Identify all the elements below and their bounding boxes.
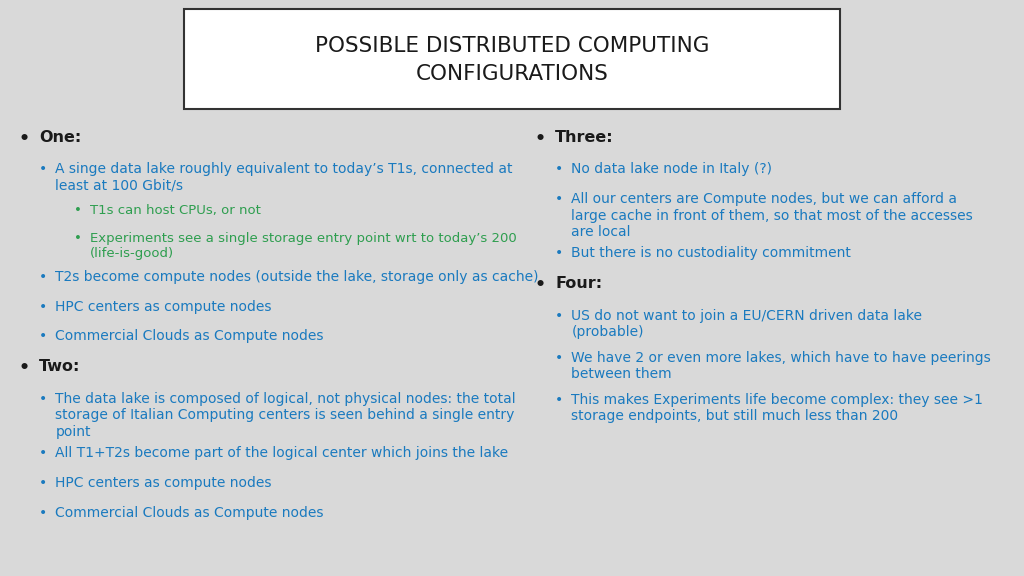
Text: •: • <box>39 162 47 176</box>
Text: •: • <box>555 393 563 407</box>
Text: T2s become compute nodes (outside the lake, storage only as cache): T2s become compute nodes (outside the la… <box>55 270 539 283</box>
Text: US do not want to join a EU/CERN driven data lake
(probable): US do not want to join a EU/CERN driven … <box>571 309 923 339</box>
Text: HPC centers as compute nodes: HPC centers as compute nodes <box>55 300 271 313</box>
Text: All T1+T2s become part of the logical center which joins the lake: All T1+T2s become part of the logical ce… <box>55 446 509 460</box>
Text: The data lake is composed of logical, not physical nodes: the total
storage of I: The data lake is composed of logical, no… <box>55 392 516 439</box>
Text: •: • <box>39 506 47 520</box>
Text: T1s can host CPUs, or not: T1s can host CPUs, or not <box>90 204 261 218</box>
Text: •: • <box>74 232 82 245</box>
Text: No data lake node in Italy (?): No data lake node in Italy (?) <box>571 162 772 176</box>
Text: •: • <box>535 276 546 294</box>
Text: All our centers are Compute nodes, but we can afford a
large cache in front of t: All our centers are Compute nodes, but w… <box>571 192 973 239</box>
Text: •: • <box>555 309 563 323</box>
Text: •: • <box>555 162 563 176</box>
Text: But there is no custodiality commitment: But there is no custodiality commitment <box>571 246 851 260</box>
Text: •: • <box>39 329 47 343</box>
Text: Two:: Two: <box>39 359 80 374</box>
Text: •: • <box>555 351 563 365</box>
Text: •: • <box>535 130 546 147</box>
Text: •: • <box>39 476 47 490</box>
Text: •: • <box>18 130 30 147</box>
Text: We have 2 or even more lakes, which have to have peerings
between them: We have 2 or even more lakes, which have… <box>571 351 991 381</box>
Text: This makes Experiments life become complex: they see >1
storage endpoints, but s: This makes Experiments life become compl… <box>571 393 983 423</box>
Text: •: • <box>39 392 47 406</box>
Text: •: • <box>39 446 47 460</box>
Text: One:: One: <box>39 130 81 145</box>
Text: •: • <box>555 246 563 260</box>
Text: •: • <box>39 270 47 283</box>
Text: HPC centers as compute nodes: HPC centers as compute nodes <box>55 476 271 490</box>
Text: Four:: Four: <box>555 276 602 291</box>
Text: POSSIBLE DISTRIBUTED COMPUTING
CONFIGURATIONS: POSSIBLE DISTRIBUTED COMPUTING CONFIGURA… <box>314 36 710 85</box>
Text: Experiments see a single storage entry point wrt to today’s 200
(life-is-good): Experiments see a single storage entry p… <box>90 232 517 260</box>
Text: Commercial Clouds as Compute nodes: Commercial Clouds as Compute nodes <box>55 506 324 520</box>
Text: •: • <box>74 204 82 218</box>
Text: Commercial Clouds as Compute nodes: Commercial Clouds as Compute nodes <box>55 329 324 343</box>
Text: •: • <box>39 300 47 313</box>
Text: A singe data lake roughly equivalent to today’s T1s, connected at
least at 100 G: A singe data lake roughly equivalent to … <box>55 162 513 192</box>
Text: Three:: Three: <box>555 130 613 145</box>
Text: •: • <box>18 359 30 377</box>
Text: •: • <box>555 192 563 206</box>
